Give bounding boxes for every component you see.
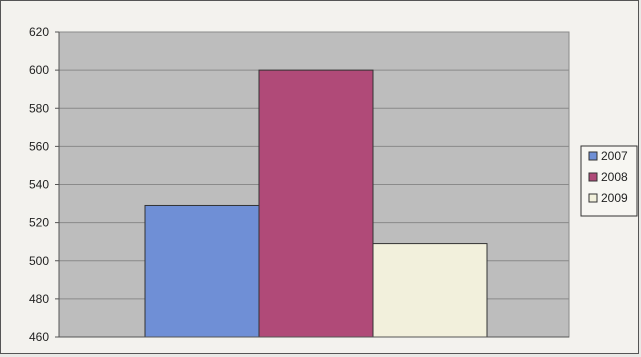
legend-swatch-2007 <box>588 151 598 161</box>
bar-2007 <box>144 204 260 338</box>
legend-swatch-2009 <box>588 193 598 203</box>
y-tick-label: 460 <box>29 330 49 344</box>
bar-2008 <box>258 69 374 338</box>
y-axis-tick-labels: 460 480 500 520 540 560 580 600 620 <box>29 25 59 344</box>
y-tick-label: 560 <box>29 139 49 153</box>
y-tick-label: 540 <box>29 178 49 192</box>
legend-label-2007: 2007 <box>601 149 628 163</box>
legend-label-2009: 2009 <box>601 191 628 205</box>
y-tick-label: 520 <box>29 216 49 230</box>
bars <box>144 69 488 338</box>
bar-2009 <box>372 243 488 338</box>
y-tick-label: 620 <box>29 25 49 39</box>
y-tick-label: 580 <box>29 101 49 115</box>
y-tick-label: 500 <box>29 254 49 268</box>
legend-swatch-2008 <box>588 172 598 182</box>
y-tick-label: 480 <box>29 292 49 306</box>
legend-label-2008: 2008 <box>601 170 628 184</box>
y-tick-label: 600 <box>29 63 49 77</box>
legend: 2007 2008 2009 <box>580 145 638 217</box>
